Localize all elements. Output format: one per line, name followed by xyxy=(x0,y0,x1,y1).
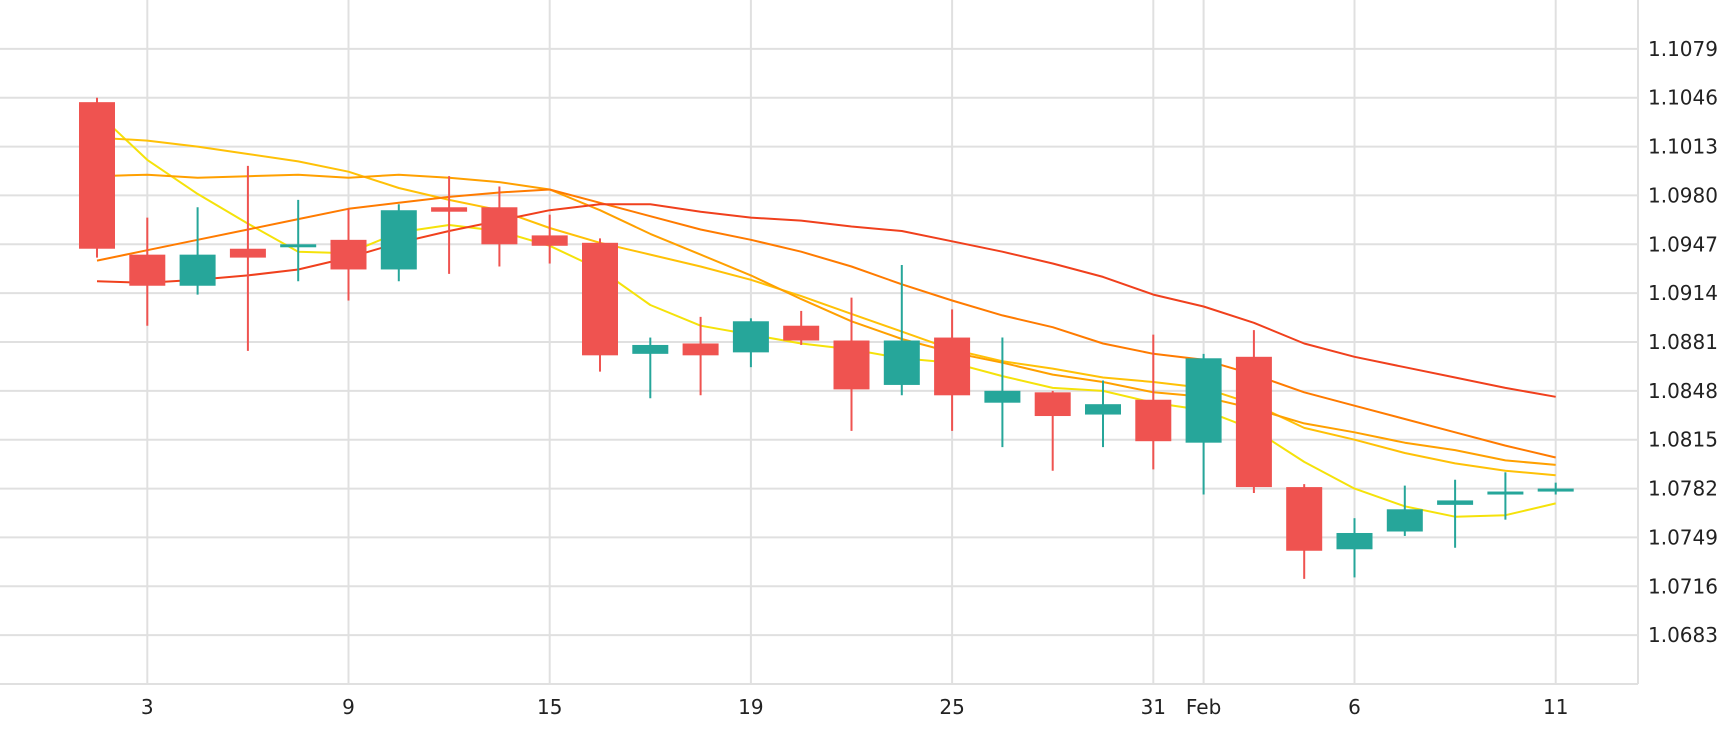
candle-body-up xyxy=(1437,500,1474,505)
candle-body-down xyxy=(934,337,971,396)
y-tick-label: 1.1079 xyxy=(1648,37,1718,61)
candle xyxy=(380,204,417,282)
ma-line-3 xyxy=(96,173,1556,466)
x-tick-label: 31 xyxy=(1141,695,1166,719)
candle xyxy=(783,310,820,345)
candle-body-up xyxy=(1336,532,1373,550)
candle xyxy=(833,297,870,431)
moving-average-lines xyxy=(96,111,1556,518)
candle-body-down xyxy=(531,235,568,246)
candle-body-up xyxy=(179,254,216,286)
candle xyxy=(682,316,719,396)
candle xyxy=(1235,330,1272,494)
y-tick-label: 1.0716 xyxy=(1648,574,1718,598)
y-tick-label: 1.0683 xyxy=(1648,623,1718,647)
candle xyxy=(1437,479,1474,548)
candle xyxy=(1034,390,1071,471)
y-tick-label: 1.0980 xyxy=(1648,183,1718,207)
candle-body-down xyxy=(1034,392,1071,417)
candle xyxy=(1537,482,1574,495)
candle xyxy=(229,165,266,351)
grid xyxy=(0,0,1639,685)
candle-body-up xyxy=(732,321,769,353)
candle-body-down xyxy=(783,325,820,341)
candle-body-up xyxy=(632,344,669,354)
candle-body-down xyxy=(1135,399,1172,442)
candle xyxy=(984,337,1021,448)
x-tick-label: 25 xyxy=(939,695,964,719)
candle-body-down xyxy=(481,207,518,245)
candle-body-up xyxy=(1185,358,1222,443)
x-tick-label: 15 xyxy=(537,695,562,719)
ma-line-1 xyxy=(96,111,1556,518)
candle-body-down xyxy=(682,343,719,356)
y-tick-label: 1.1046 xyxy=(1648,86,1718,110)
candle xyxy=(582,238,618,372)
candle xyxy=(280,199,317,282)
candle xyxy=(732,318,769,368)
candle-body-up xyxy=(280,244,317,248)
candle xyxy=(1487,472,1524,520)
y-tick-label: 1.0914 xyxy=(1648,281,1718,305)
candle-body-up xyxy=(1085,404,1121,415)
candle-body-up xyxy=(1487,491,1524,495)
candle xyxy=(330,208,367,301)
candle-body-up xyxy=(1537,488,1574,492)
candle-body-down xyxy=(79,102,115,249)
y-tick-label: 1.0815 xyxy=(1648,428,1718,452)
x-tick-label: 3 xyxy=(141,695,154,719)
y-tick-label: 1.0782 xyxy=(1648,477,1718,501)
candle-body-down xyxy=(1286,487,1323,551)
candle-body-down xyxy=(330,239,367,270)
x-tick-label: 19 xyxy=(738,695,763,719)
candle xyxy=(934,309,971,431)
y-tick-label: 1.0848 xyxy=(1648,379,1718,403)
candle xyxy=(79,97,115,258)
candle-body-down xyxy=(582,242,618,356)
candle xyxy=(883,265,920,396)
candle xyxy=(531,214,568,264)
candle xyxy=(1286,484,1323,579)
candle-body-down xyxy=(1235,356,1272,488)
y-tick-label: 1.0881 xyxy=(1648,330,1718,354)
candle-body-up xyxy=(1386,509,1423,532)
candle-body-up xyxy=(984,390,1021,403)
ma-line-5 xyxy=(96,203,1556,398)
candle xyxy=(1386,485,1423,536)
x-tick-label: 11 xyxy=(1543,695,1568,719)
candle-body-down xyxy=(229,248,266,258)
candle xyxy=(431,176,468,274)
y-tick-label: 1.0947 xyxy=(1648,232,1718,256)
x-tick-label: 9 xyxy=(342,695,355,719)
candle xyxy=(1336,518,1373,578)
candle-body-up xyxy=(380,210,417,270)
candle-body-down xyxy=(129,254,166,286)
candle xyxy=(1085,380,1121,448)
candle xyxy=(632,337,669,399)
candle xyxy=(481,186,518,267)
candle-body-up xyxy=(883,340,920,385)
y-tick-label: 1.1013 xyxy=(1648,135,1718,159)
axes: 1.1079 1.1046 1.1013 1.0980 1.0947 1.0914 1.08… xyxy=(141,37,1718,719)
candle-body-down xyxy=(431,207,468,212)
x-tick-label: 6 xyxy=(1348,695,1361,719)
ma-line-2 xyxy=(96,136,1556,477)
candles xyxy=(79,97,1574,579)
y-tick-label: 1.0749 xyxy=(1648,525,1718,549)
candle xyxy=(1135,334,1172,470)
x-tick-label: Feb xyxy=(1186,695,1221,719)
ma-line-4 xyxy=(96,188,1556,459)
candle xyxy=(179,207,216,295)
candle xyxy=(129,217,166,326)
candle xyxy=(1185,353,1222,495)
candle-body-down xyxy=(833,340,870,390)
